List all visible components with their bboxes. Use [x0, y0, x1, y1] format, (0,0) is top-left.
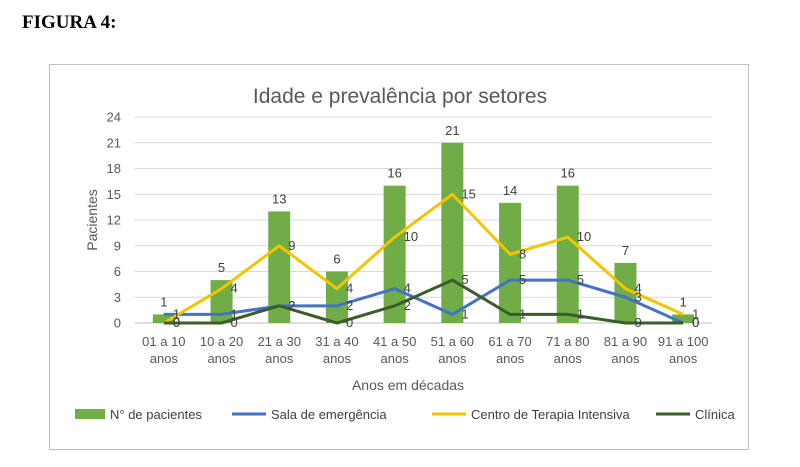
- line-data-label: 1: [577, 306, 584, 321]
- line-data-label: 5: [577, 272, 584, 287]
- line-data-label: 4: [231, 281, 238, 296]
- y-tick-label: 15: [107, 187, 121, 202]
- bar-data-label: 16: [561, 166, 575, 181]
- bar: [441, 142, 464, 323]
- line-data-label: 2: [288, 298, 295, 313]
- line-data-label: 0: [692, 315, 699, 330]
- x-tick-label: 41 a 50: [373, 334, 416, 349]
- x-tick-label: 91 a 100: [658, 334, 709, 349]
- bar: [383, 185, 406, 323]
- bar: [210, 280, 233, 323]
- x-tick-label: anos: [381, 351, 410, 366]
- y-tick-label: 3: [114, 290, 121, 305]
- legend-label: Centro de Terapia Intensiva: [471, 407, 631, 422]
- line-data-label: 0: [346, 315, 353, 330]
- bar: [325, 271, 348, 323]
- figure-label: FIGURA 4:: [22, 12, 117, 33]
- x-tick-label: anos: [438, 351, 467, 366]
- bar-data-label: 1: [160, 294, 167, 309]
- line-data-label: 2: [346, 298, 353, 313]
- line-data-label: 15: [461, 186, 475, 201]
- line-data-label: 8: [519, 246, 526, 261]
- line-data-label: 1: [231, 306, 238, 321]
- x-tick-label: 10 a 20: [200, 334, 243, 349]
- line-data-label: 1: [692, 306, 699, 321]
- y-tick-label: 6: [114, 264, 121, 279]
- x-tick-label: anos: [265, 351, 294, 366]
- x-tick-label: 81 a 90: [604, 334, 647, 349]
- bar: [672, 314, 695, 323]
- series-line: [163, 278, 684, 325]
- x-tick-label: 01 a 10: [142, 334, 185, 349]
- y-tick-label: 18: [107, 161, 121, 176]
- line-data-label: 9: [288, 238, 295, 253]
- x-tick-label: anos: [323, 351, 352, 366]
- bar-data-label: 5: [218, 260, 225, 275]
- x-tick-label: anos: [611, 351, 640, 366]
- series-line: [163, 278, 684, 325]
- legend-label: Clínica: [695, 407, 736, 422]
- y-tick-label: 0: [114, 316, 121, 331]
- bar-data-label: 7: [622, 243, 629, 258]
- x-tick-label: 61 a 70: [488, 334, 531, 349]
- y-tick-label: 21: [107, 135, 121, 150]
- x-axis-label: Anos em décadas: [352, 377, 464, 393]
- x-tick-label: 51 a 60: [431, 334, 474, 349]
- line-data-label: 10: [577, 229, 591, 244]
- bar-data-label: 13: [272, 191, 286, 206]
- series-line: [163, 192, 684, 325]
- line-data-label: 3: [634, 289, 641, 304]
- line-data-label: 2: [404, 298, 411, 313]
- bar: [499, 202, 522, 323]
- x-tick-label: 21 a 30: [258, 334, 301, 349]
- legend-label: N° de pacientes: [110, 407, 202, 422]
- y-axis-label: Pacientes: [84, 189, 100, 250]
- line-data-label: 0: [173, 315, 180, 330]
- x-tick-label: anos: [554, 351, 583, 366]
- legend-swatch-bar: [75, 409, 105, 419]
- x-tick-label: anos: [496, 351, 525, 366]
- line-data-label: 0: [231, 315, 238, 330]
- x-tick-label: anos: [669, 351, 698, 366]
- line-data-label: 10: [404, 229, 418, 244]
- bar-data-label: 6: [333, 252, 340, 267]
- legend-label: Sala de emergência: [271, 407, 387, 422]
- y-tick-label: 9: [114, 238, 121, 253]
- y-tick-label: 12: [107, 213, 121, 228]
- line-data-label: 1: [519, 306, 526, 321]
- line-data-label: 4: [346, 281, 353, 296]
- x-tick-label: anos: [207, 351, 236, 366]
- bar: [614, 262, 637, 323]
- line-data-label: 4: [634, 281, 641, 296]
- bar-data-label: 16: [387, 166, 401, 181]
- x-tick-label: 71 a 80: [546, 334, 589, 349]
- bar: [556, 185, 579, 323]
- line-data-label: 5: [461, 272, 468, 287]
- line-data-label: 2: [288, 298, 295, 313]
- bar-data-label: 14: [503, 183, 517, 198]
- line-data-label: 4: [404, 281, 411, 296]
- bar-data-label: 1: [680, 294, 687, 309]
- bar: [152, 314, 175, 323]
- line-data-label: 0: [634, 315, 641, 330]
- line-data-label: 5: [519, 272, 526, 287]
- x-tick-label: anos: [150, 351, 179, 366]
- line-data-label: 1: [461, 306, 468, 321]
- chart-title: Idade e prevalência por setores: [253, 85, 547, 108]
- line-data-label: 0: [692, 315, 699, 330]
- bar: [268, 211, 291, 323]
- line-data-label: 0: [173, 315, 180, 330]
- y-tick-label: 24: [107, 110, 121, 125]
- x-tick-label: 31 a 40: [315, 334, 358, 349]
- bar-data-label: 21: [445, 123, 459, 138]
- line-data-label: 1: [173, 306, 180, 321]
